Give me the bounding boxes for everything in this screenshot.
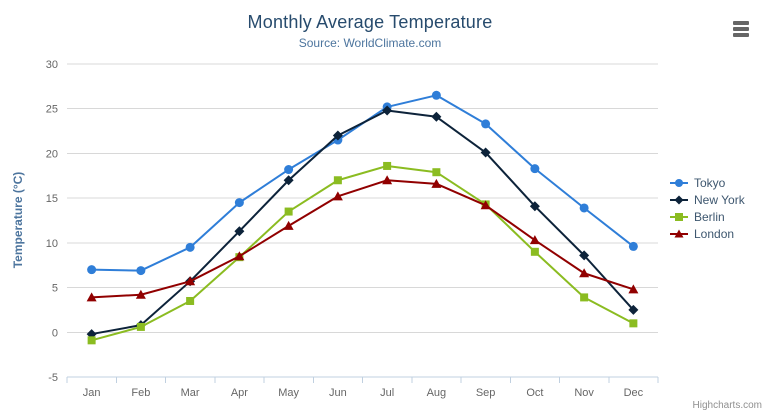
data-point-sep[interactable]: [480, 200, 491, 210]
hamburger-icon: [733, 21, 749, 25]
legend-label: New York: [694, 193, 745, 207]
data-point-apr[interactable]: [234, 251, 245, 261]
data-point-jan[interactable]: [87, 265, 97, 275]
y-axis-label: 15: [46, 193, 58, 205]
triangle-marker-icon: [674, 229, 684, 238]
data-point-feb[interactable]: [136, 322, 145, 331]
data-point-dec[interactable]: [628, 241, 638, 251]
diamond-legend-symbol: [670, 195, 688, 205]
data-point-oct[interactable]: [530, 247, 539, 256]
legend-item-new-york[interactable]: New York: [669, 193, 745, 207]
data-point-jul[interactable]: [383, 161, 392, 170]
series-tokyo: [87, 90, 638, 276]
y-axis-label: 20: [46, 148, 58, 160]
x-axis-label: Sep: [476, 387, 496, 399]
legend-label: London: [694, 227, 735, 241]
data-point-mar[interactable]: [185, 276, 196, 286]
series-line: [90, 164, 635, 342]
series-line: [90, 109, 635, 336]
x-axis-label: Dec: [624, 387, 644, 399]
data-point-jan[interactable]: [86, 292, 97, 302]
x-axis-label: Oct: [526, 387, 543, 399]
hamburger-icon: [733, 27, 749, 31]
data-point-jun[interactable]: [332, 130, 343, 141]
x-axis-label: Jul: [380, 387, 394, 399]
x-axis-label: Mar: [181, 387, 200, 399]
export-menu-button[interactable]: [731, 19, 751, 39]
data-point-jul[interactable]: [382, 175, 393, 185]
legend-item-tokyo[interactable]: Tokyo: [669, 176, 745, 190]
x-axis-label: Feb: [131, 387, 150, 399]
legend-item-london[interactable]: London: [669, 227, 745, 241]
legend-label: Berlin: [694, 210, 725, 224]
data-point-nov[interactable]: [579, 268, 590, 278]
legend-label: Tokyo: [694, 176, 726, 190]
series-new-york: [86, 105, 639, 340]
data-point-nov[interactable]: [580, 293, 589, 302]
data-point-aug[interactable]: [432, 168, 441, 177]
chart-title: Monthly Average Temperature: [247, 12, 493, 32]
data-point-apr[interactable]: [234, 198, 244, 208]
data-point-may[interactable]: [283, 220, 294, 230]
chart-subtitle: Source: WorldClimate.com: [298, 36, 442, 50]
data-point-dec[interactable]: [628, 284, 639, 294]
data-point-aug[interactable]: [431, 111, 442, 122]
x-axis-label: Aug: [427, 387, 447, 399]
y-axis-label: 0: [52, 327, 58, 339]
x-axis-label: Jun: [329, 387, 347, 399]
data-point-mar[interactable]: [186, 296, 195, 305]
data-point-oct[interactable]: [529, 235, 540, 245]
data-point-may[interactable]: [284, 207, 293, 216]
data-point-jun[interactable]: [332, 191, 343, 201]
data-point-sep[interactable]: [481, 119, 491, 129]
x-axis-label: Nov: [574, 387, 594, 399]
legend-item-berlin[interactable]: Berlin: [669, 210, 745, 224]
data-point-feb[interactable]: [136, 266, 146, 276]
x-axis-label: May: [278, 387, 299, 399]
y-axis-label: 10: [46, 238, 58, 250]
square-marker-icon: [675, 213, 683, 221]
data-point-may[interactable]: [283, 175, 294, 186]
x-axis-label: Jan: [83, 387, 101, 399]
triangle-legend-symbol: [670, 229, 688, 238]
series-london: [86, 175, 639, 302]
data-point-mar[interactable]: [185, 242, 195, 252]
diamond-marker-icon: [674, 195, 684, 205]
data-point-oct[interactable]: [529, 201, 540, 212]
circle-legend-symbol: [670, 179, 688, 187]
data-point-may[interactable]: [284, 165, 294, 175]
data-point-nov[interactable]: [579, 250, 590, 261]
hamburger-icon: [733, 33, 749, 37]
data-point-nov[interactable]: [579, 203, 589, 213]
data-point-jan[interactable]: [87, 336, 96, 345]
y-axis-label: 5: [52, 283, 58, 295]
data-point-jul[interactable]: [382, 105, 393, 116]
credits-link[interactable]: Highcharts.com: [692, 400, 762, 411]
circle-marker-icon: [675, 179, 683, 187]
data-point-apr[interactable]: [234, 226, 245, 237]
series-berlin: [87, 161, 638, 345]
data-point-aug[interactable]: [431, 90, 441, 100]
y-axis-label: 25: [46, 104, 58, 116]
square-legend-symbol: [670, 213, 688, 221]
data-point-dec[interactable]: [629, 319, 638, 328]
x-axis-label: Apr: [231, 387, 248, 399]
data-point-feb[interactable]: [135, 289, 146, 299]
data-point-dec[interactable]: [628, 304, 639, 315]
series-line: [90, 94, 635, 272]
legend: Tokyo New York Berlin London: [669, 176, 745, 241]
data-point-aug[interactable]: [431, 178, 442, 188]
series-line: [90, 179, 635, 299]
y-axis-label: -5: [48, 372, 58, 384]
data-point-jun[interactable]: [333, 176, 342, 185]
data-point-oct[interactable]: [530, 164, 540, 174]
y-axis-label: 30: [46, 59, 58, 71]
data-point-sep[interactable]: [480, 147, 491, 158]
